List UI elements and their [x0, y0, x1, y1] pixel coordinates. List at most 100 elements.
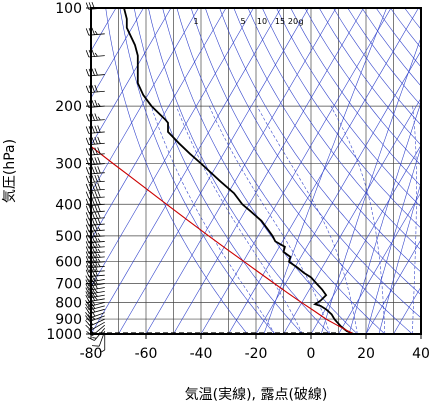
dry-adiabat-line — [276, 8, 421, 208]
dry-adiabat-line — [318, 8, 421, 146]
dry-adiabat-line — [190, 8, 413, 334]
wind-barb-flag — [97, 263, 101, 267]
wind-barb-flag — [94, 99, 98, 107]
wind-barb-flag — [97, 125, 101, 133]
wind-barb-flag — [94, 293, 98, 297]
isotherm-line — [255, 50, 421, 334]
y-tick-label: 500 — [55, 229, 82, 245]
wind-barb-flag — [85, 246, 90, 254]
wind-barb-flag — [91, 278, 96, 286]
wind-barb-flag — [94, 30, 98, 35]
wind-barb-flag — [94, 136, 98, 145]
temperature-line — [123, 8, 354, 334]
wind-barb-flag — [91, 27, 95, 35]
wind-barb-flag — [97, 102, 101, 107]
wind-barb-flag — [91, 260, 95, 268]
wind-barb-flag — [94, 125, 98, 133]
mixing-ratio-label: 1 — [193, 17, 198, 26]
wind-barb-flag — [85, 303, 90, 311]
x-tick-label: 40 — [412, 346, 430, 362]
moist-adiabat-line — [150, 106, 276, 334]
wind-barb-flag — [94, 174, 98, 183]
isotherm-line — [283, 97, 421, 334]
mixing-ratio-label: 10 — [257, 17, 267, 26]
wind-barb-flag — [91, 245, 95, 253]
wind-barb-flag — [85, 300, 90, 307]
y-tick-label: 700 — [55, 277, 82, 293]
isotherm-line — [200, 8, 392, 334]
wind-barb-flag — [85, 191, 90, 199]
wind-barb-flag — [85, 167, 90, 175]
wind-barb-flag — [91, 166, 95, 174]
mixing-ratio-label: 5 — [240, 17, 245, 26]
isotherm-line — [91, 8, 282, 334]
mixing-ratio-label: g — [298, 17, 303, 26]
wind-barb-flag — [85, 311, 91, 319]
wind-barb-flag — [91, 113, 95, 121]
wind-barb-flag — [85, 283, 90, 291]
wind-barb-flag — [97, 204, 101, 212]
wind-barb-flag — [94, 68, 98, 76]
wind-barb-flag — [93, 282, 98, 289]
wind-barb-flag — [91, 100, 95, 108]
wind-barb-flag — [94, 240, 98, 248]
dry-adiabat-line — [148, 8, 331, 334]
x-tick-label: 20 — [357, 346, 375, 362]
moist-adiabat-line — [330, 105, 386, 334]
wind-barb-flag — [94, 211, 98, 219]
wind-barb-flag — [85, 287, 90, 295]
wind-barb-flag — [91, 264, 95, 272]
wind-barb-flag — [101, 349, 105, 353]
wind-barb-flag — [91, 147, 95, 155]
wind-barb-flag — [91, 240, 95, 248]
wind-barb-flag — [91, 190, 95, 199]
wind-barb-flag — [85, 241, 90, 249]
wind-barb-flag — [91, 345, 100, 347]
wind-barb-flag — [97, 166, 101, 174]
wind-barb-flag — [94, 52, 98, 57]
y-tick-label: 900 — [55, 312, 82, 328]
dry-adiabat-line — [176, 8, 386, 334]
wind-barb-flag — [97, 258, 101, 263]
wind-barb-flag — [85, 205, 90, 213]
isotherm-line — [365, 239, 421, 334]
x-tick-label: -20 — [245, 346, 268, 362]
wind-barb-flag — [85, 212, 90, 220]
wind-barb-flag — [85, 175, 90, 183]
wind-barb-flag — [94, 204, 98, 212]
moist-adiabat-line — [208, 105, 331, 334]
wind-barb-flag — [97, 238, 101, 243]
moist-adiabat-line — [412, 106, 417, 334]
wind-barb-flag — [91, 137, 95, 145]
wind-barb-flag — [97, 136, 101, 144]
wind-barb-flag — [97, 217, 101, 225]
wind-barb-flag — [85, 28, 90, 36]
isotherm-line — [145, 8, 337, 334]
wind-barb-flag — [97, 253, 101, 258]
x-tick-label: -80 — [80, 346, 103, 362]
wind-barb-flag — [91, 211, 95, 219]
y-tick-label: 300 — [55, 157, 82, 173]
isotherm-line — [91, 8, 144, 99]
dry-adiabat-line — [262, 8, 421, 229]
wind-barb-flag — [94, 250, 98, 258]
wind-barb-flag — [91, 68, 95, 76]
wind-barb-flag — [85, 218, 90, 226]
wind-barb-flag — [85, 320, 91, 327]
wind-barb-flag — [85, 315, 91, 322]
wind-barb-flag — [91, 183, 95, 191]
wind-barb-flag — [85, 269, 90, 277]
isotherm-line — [118, 8, 309, 334]
dry-adiabat-line — [233, 8, 421, 273]
isotherm-line — [310, 144, 421, 334]
wind-barb-flag — [85, 291, 90, 299]
wind-barb-flag — [91, 205, 95, 213]
dry-adiabat-line — [304, 8, 421, 166]
wind-barb-flag — [97, 243, 101, 248]
wind-barb-flag — [85, 126, 90, 134]
dry-adiabat-line — [119, 8, 276, 334]
wind-barb-flag — [94, 113, 98, 121]
x-tick-label: 0 — [307, 346, 316, 362]
wind-barb-flag — [94, 289, 98, 293]
